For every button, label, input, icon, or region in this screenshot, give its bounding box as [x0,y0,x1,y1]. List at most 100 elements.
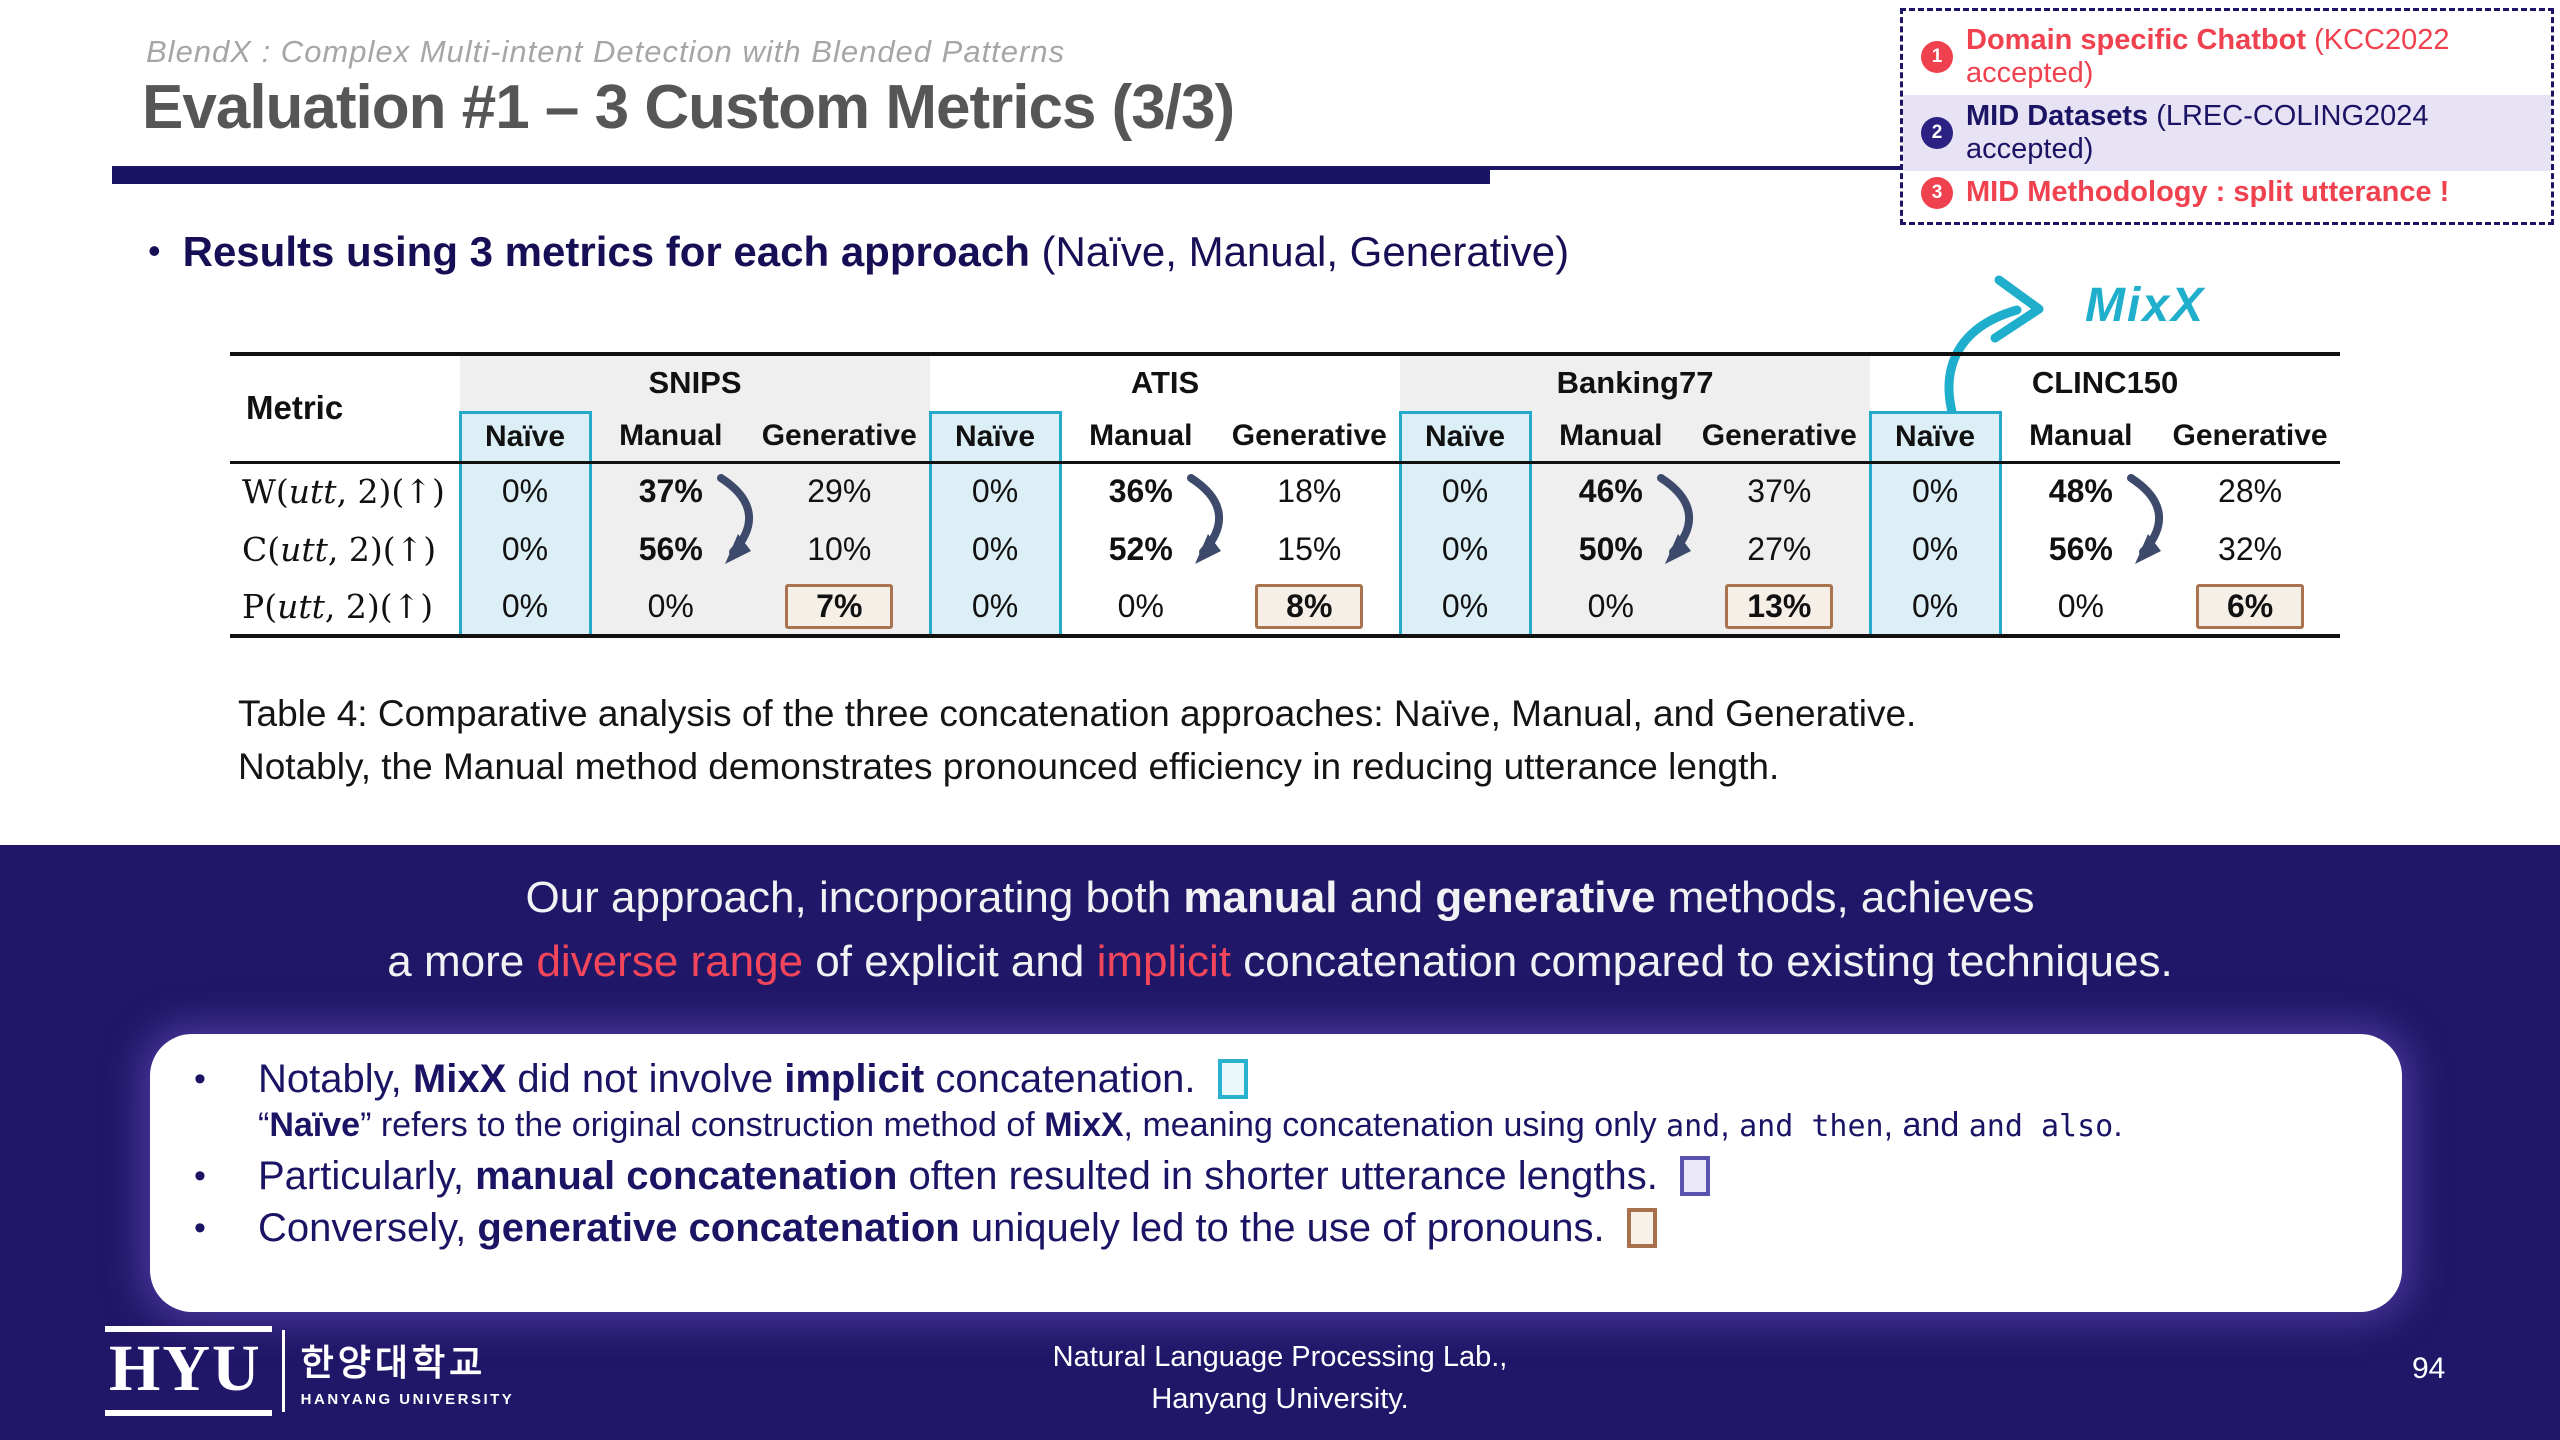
value-cell: 50% [1530,520,1691,578]
subheader-cell: Naïve [1398,410,1532,464]
value-cell: 32% [2218,530,2283,567]
milestone-3-label: MID Methodology : split utterance ! [1966,176,2450,208]
metric-label: W(utt, 2)(↑) [242,472,445,512]
note-bullet-3: • Conversely, generative concatenation u… [150,1199,2402,1251]
logo-divider [281,1330,285,1412]
note-subline: “Naïve” refers to the original construct… [258,1106,2123,1144]
value-cell: 0% [1117,587,1164,624]
highlight-box: 13% [1725,583,1834,629]
highlight-box: 7% [785,583,894,629]
table-row-c: C(utt, 2)(↑) 0% 56% 10% 0% 52% 15% 0% 50… [230,520,2340,578]
title-underline-bar [112,166,1490,184]
value-cell: 0% [1398,578,1532,636]
table-row-w: W(utt, 2)(↑) 0% 37% 29% 0% 36% 18% 0% 46… [230,462,2340,520]
slide-title: Evaluation #1 – 3 Custom Metrics (3/3) [142,73,1235,142]
subheader-cell: Generative [1220,412,1401,464]
bullet-marker: • [148,230,161,271]
value-cell: 0% [928,578,1062,636]
affiliation-line-2: Hanyang University. [1151,1383,1409,1416]
milestone-item-1: 1 Domain specific Chatbot (KCC2022 accep… [1903,19,2551,95]
subheader-cell: Generative [750,412,931,464]
value-cell: 29% [750,462,931,520]
summary-line-2: a more diverse range of explicit and imp… [387,936,2173,986]
value-cell: 56% [2048,530,2113,567]
value-cell: 36% [1108,473,1173,510]
bullet-marker: • [194,1209,206,1247]
milestone-box: 1 Domain specific Chatbot (KCC2022 accep… [1900,8,2554,225]
hyu-logo-letters: HYU [105,1326,272,1416]
group-header-clinc150: CLINC150 [2031,365,2179,401]
subheader-cell: Naïve [458,410,592,464]
value-cell: 0% [458,578,592,636]
note-bullet-2: • Particularly, manual concatenation oft… [150,1147,2402,1199]
milestone-2-label: MID Datasets [1966,100,2149,132]
subheader-cell: Naïve [928,410,1062,464]
value-cell: 56% [590,520,750,578]
value-cell: 27% [1690,520,1871,578]
value-cell: 0% [1398,520,1532,578]
summary-line-1: Our approach, incorporating both manual … [525,873,2035,922]
value-cell: 48% [2048,473,2113,510]
bullet-marker: • [194,1157,206,1195]
milestone-1-label: Domain specific Chatbot [1966,24,2306,56]
hyu-logo-korean: 한양대학교 [300,1342,487,1383]
subheader-cell: Manual [1060,412,1221,464]
value-cell: 46% [1530,462,1691,520]
group-header-banking77: Banking77 [1400,354,1871,412]
table-subheader-row: Naïve Manual Generative Naïve Manual Gen… [230,410,2341,464]
value-cell: 13% [1690,578,1871,636]
results-heading: • Results using 3 metrics for each approa… [148,228,1569,276]
metric-label: C(utt, 2)(↑) [242,529,437,569]
summary-text: Our approach, incorporating both manual … [0,866,2560,994]
value-cell: 0% [458,462,592,520]
value-cell: 37% [590,462,750,520]
milestone-1-suffix: (KCC2022 accepted) [1966,24,2450,89]
metric-label: P(utt, 2)(↑) [242,586,434,626]
milestone-1-badge: 1 [1921,41,1953,73]
highlight-box: 6% [2196,583,2305,629]
value-cell: 0% [928,462,1062,520]
value-cell: 18% [1277,473,1342,510]
subheader-cell: Generative [2160,412,2341,464]
page-number: 94 [2412,1352,2446,1385]
group-header-snips: SNIPS [460,354,931,412]
subheader-cell: Manual [2000,412,2161,464]
bullet-marker: • [194,1060,206,1098]
caption-line-1: Table 4: Comparative analysis of the thr… [238,693,1917,734]
value-cell: 8% [1220,578,1400,636]
note-bullet-1: • Notably, MixX did not involve implicit… [150,1050,2402,1102]
affiliation-line-1: Natural Language Processing Lab., [1052,1341,1508,1373]
value-cell: 0% [1868,578,2002,636]
value-cell: 0% [458,520,592,578]
milestone-3-badge: 3 [1921,176,1953,209]
hyu-logo-english: HANYANG UNIVERSITY [300,1391,515,1408]
value-cell: 7% [750,578,931,636]
value-cell: 52% [1108,530,1173,567]
value-cell: 28% [2218,473,2283,510]
notes-box: • Notably, MixX did not involve implicit… [150,1034,2402,1312]
milestone-2-suffix: (LREC-COLING2024 accepted) [1966,100,2429,165]
highlight-box: 8% [1255,583,1364,629]
generative-legend-swatch [1626,1208,1657,1248]
metric-header-cell: Metric [230,354,460,464]
milestone-item-2: 2 MID Datasets (LREC-COLING2024 accepted… [1903,95,2551,171]
subheader-cell: Naïve [1868,410,2002,464]
subheader-cell: Manual [590,412,750,464]
results-heading-rest: (Naïve, Manual, Generative) [1029,228,1570,275]
value-cell: 0% [1868,520,2002,578]
slide-kicker: BlendX : Complex Multi-intent Detection … [146,34,1066,69]
value-cell: 6% [2160,578,2340,636]
naive-legend-swatch [1217,1059,1248,1099]
footer-affiliation: Natural Language Processing Lab., Hanyan… [0,1336,2560,1420]
table-group-header-row: Metric SNIPS ATIS Banking77 CLINC150 [230,354,2340,464]
milestone-2-badge: 2 [1921,117,1953,149]
table-caption: Table 4: Comparative analysis of the thr… [238,688,2348,793]
group-header-atis: ATIS [1130,365,1200,401]
caption-line-2: Notably, the Manual method demonstrates … [238,745,1780,787]
manual-legend-swatch [1679,1156,1710,1196]
hyu-logo: HYU 한양대학교 HANYANG UNIVERSITY [105,1326,514,1416]
value-cell: 0% [928,520,1062,578]
table-row-p: P(utt, 2)(↑) 0% 0% 7% 0% 0% 8% 0% 0% 13%… [230,578,2340,636]
value-cell: 10% [750,520,931,578]
value-cell: 0% [2057,587,2104,624]
